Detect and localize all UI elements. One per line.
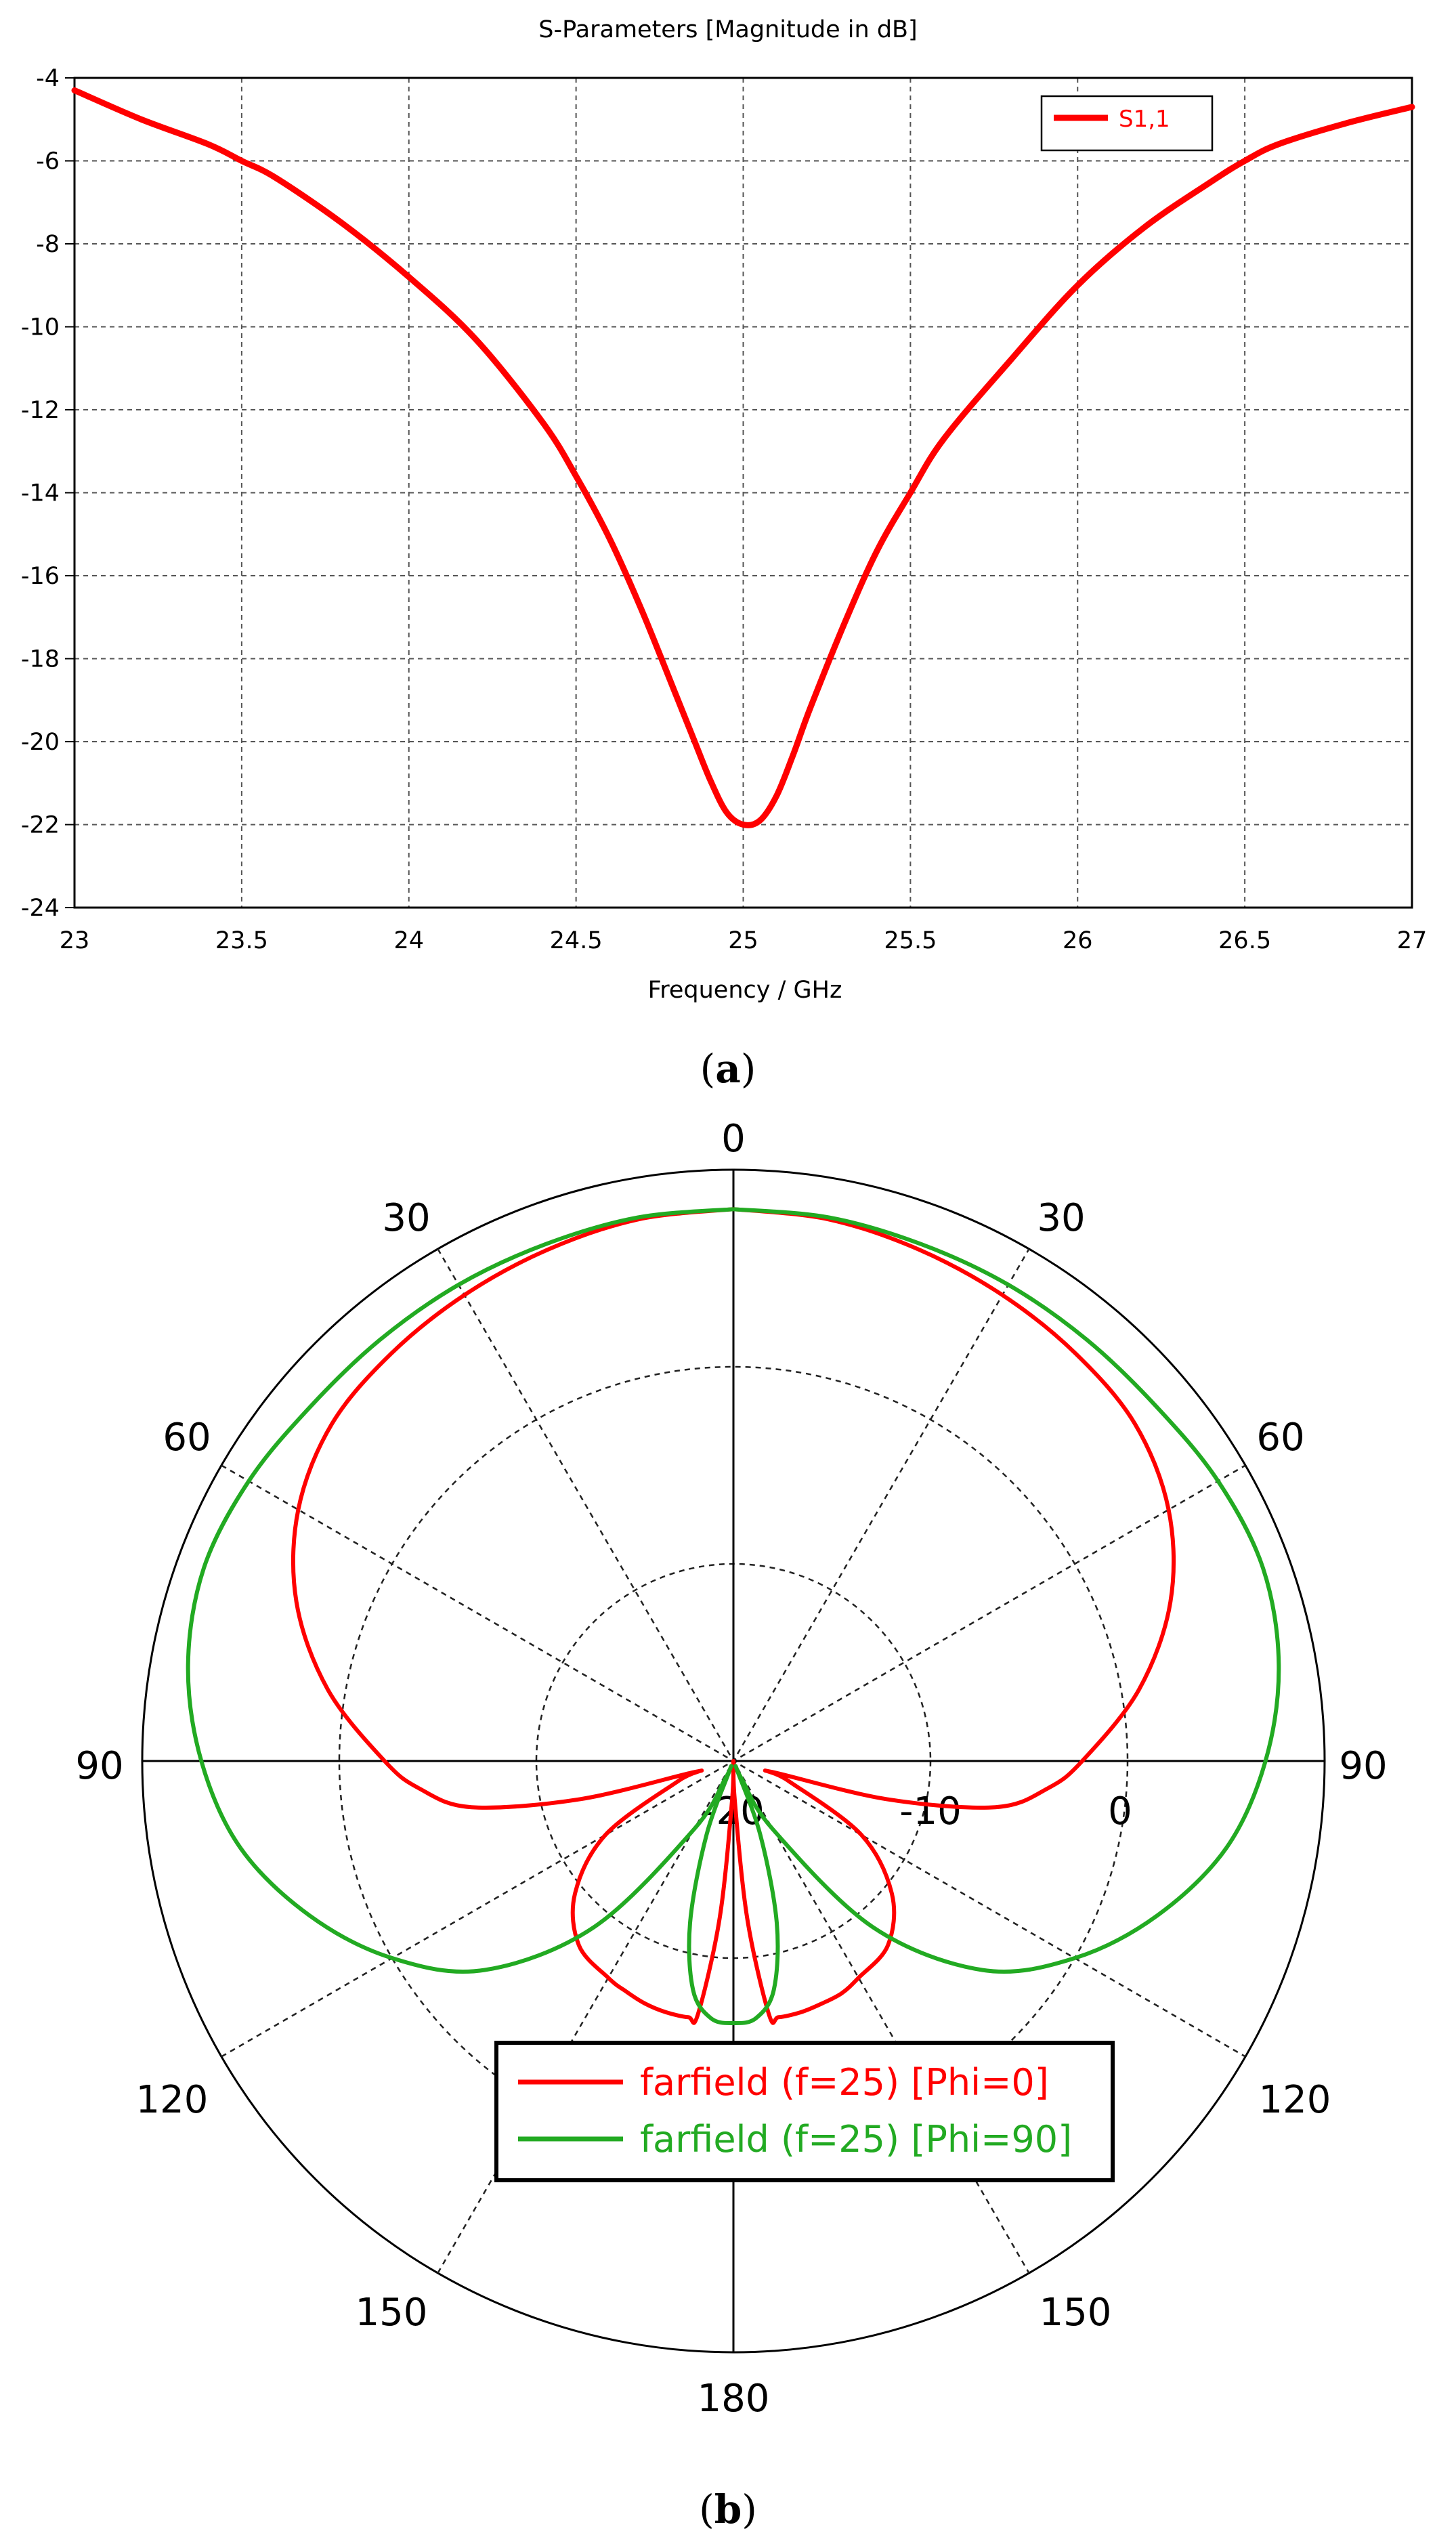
- angle-label-60-right: 60: [1256, 1416, 1304, 1460]
- y-tick-label: -10: [21, 314, 60, 341]
- radial-label-0: 0: [1108, 1789, 1132, 1833]
- angle-label-90-right: 90: [1339, 1744, 1387, 1788]
- y-tick-label: -18: [21, 646, 60, 673]
- y-tick-label: -12: [21, 397, 60, 424]
- x-tick-label: 24: [393, 927, 424, 954]
- caption-b: (b): [699, 2486, 757, 2532]
- radial-label-minus10: -10: [899, 1789, 961, 1833]
- chart-a-title: S-Parameters [Magnitude in dB]: [538, 16, 917, 43]
- chart-a-grid: [74, 78, 1412, 908]
- y-tick-label: -16: [21, 563, 60, 590]
- y-tick-label: -8: [36, 231, 60, 258]
- polar-legend-label-phi90: farfield (f=25) [Phi=90]: [640, 2118, 1072, 2161]
- y-tick-label: -20: [21, 729, 60, 756]
- series-line-s11: [71, 87, 1415, 828]
- chart-a-series: [71, 87, 1415, 828]
- series-line-phi0: [291, 1207, 1176, 2025]
- x-tick-label: 25.5: [884, 927, 937, 954]
- caption-a: (a): [700, 1046, 756, 1092]
- angle-label-150-left: 150: [356, 2291, 428, 2335]
- chart-a-x-axis-label: Frequency / GHz: [648, 977, 842, 1004]
- angle-label-180: 180: [698, 2377, 770, 2421]
- angle-label-0: 0: [721, 1117, 746, 1161]
- y-tick-label: -24: [21, 895, 60, 922]
- angle-label-120-left: 120: [136, 2078, 209, 2122]
- angle-label-150-right: 150: [1040, 2291, 1112, 2335]
- polar-legend: farfield (f=25) [Phi=0] farfield (f=25) …: [494, 2041, 1115, 2182]
- x-tick-label: 26: [1063, 927, 1093, 954]
- polar-farfield-chart: 0 30 30 60 60 90 90 120 120 150 150 180 …: [75, 1117, 1387, 2421]
- x-tick-label: 27: [1397, 927, 1428, 954]
- polar-legend-label-phi0: farfield (f=25) [Phi=0]: [640, 2061, 1049, 2104]
- chart-a-legend: S1,1: [1040, 95, 1214, 152]
- angle-label-90-left: 90: [75, 1744, 123, 1788]
- polar-series: [186, 1207, 1281, 2026]
- chart-a-legend-label: S1,1: [1119, 106, 1170, 133]
- x-tick-label: 24.5: [550, 927, 603, 954]
- y-tick-label: -6: [36, 148, 60, 175]
- x-tick-label: 23: [60, 927, 90, 954]
- x-tick-label: 25: [728, 927, 758, 954]
- y-tick-label: -14: [21, 480, 60, 507]
- polar-legend-box: [494, 2041, 1115, 2182]
- series-line-phi90: [186, 1207, 1281, 2026]
- angle-label-30-right: 30: [1037, 1196, 1085, 1240]
- chart-a-y-ticks: -4 -6 -8 -10 -12 -14 -16 -18 -20 -22 -24: [21, 65, 74, 922]
- angle-label-60-left: 60: [163, 1416, 211, 1460]
- polar-angle-labels: 0 30 30 60 60 90 90 120 120 150 150 180: [75, 1117, 1387, 2421]
- angle-label-30-left: 30: [382, 1196, 430, 1240]
- x-tick-label: 26.5: [1218, 927, 1271, 954]
- s-parameter-chart: S-Parameters [Magnitude in dB] -4 -6 -8 -10…: [21, 16, 1427, 1004]
- y-tick-label: -22: [21, 812, 60, 839]
- x-tick-label: 23.5: [215, 927, 268, 954]
- chart-a-legend-box: [1040, 95, 1214, 152]
- angle-label-120-right: 120: [1259, 2078, 1331, 2122]
- y-tick-label: -4: [36, 65, 60, 92]
- chart-a-x-ticks: 23 23.5 24 24.5 25 25.5 26 26.5 27: [60, 927, 1428, 954]
